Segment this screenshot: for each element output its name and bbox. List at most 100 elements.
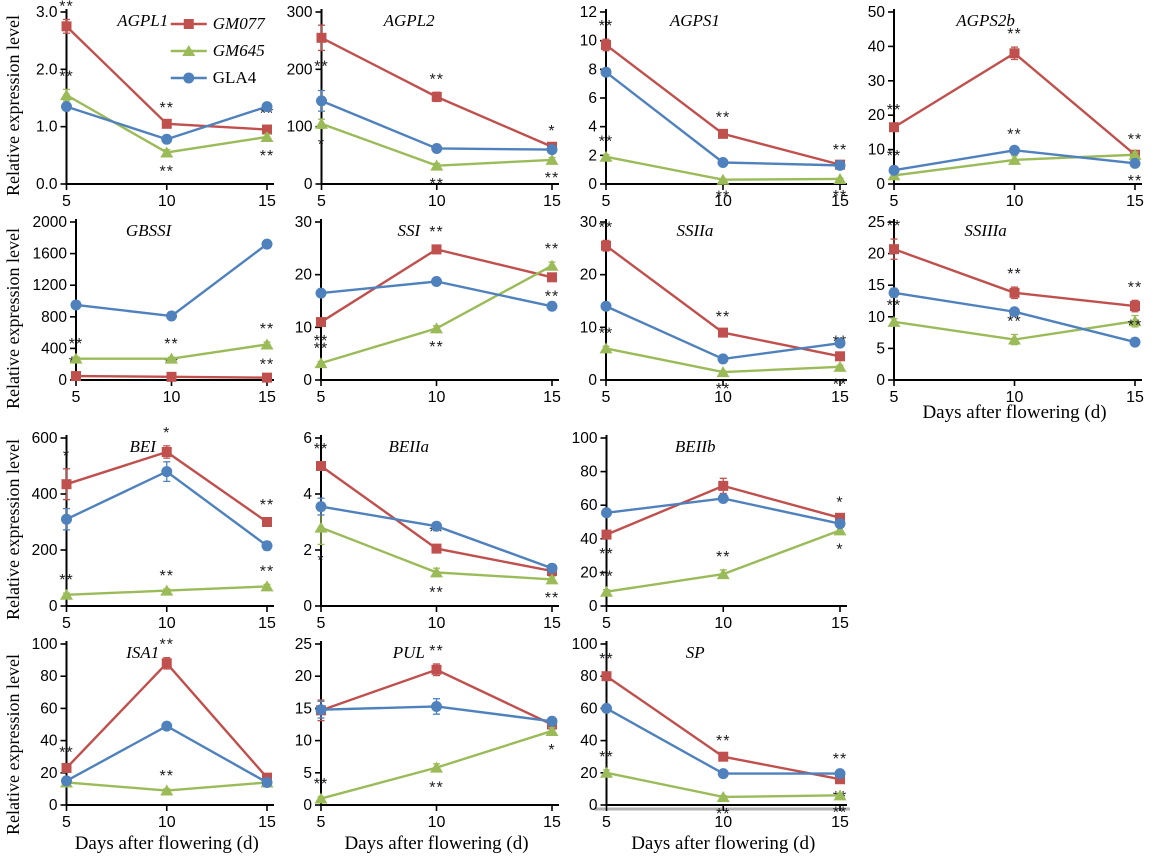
svg-text:Days after flowering (d): Days after flowering (d) xyxy=(344,833,528,854)
chart-ssi: 0 10 20 30 5 10 15 SSI ** ** ** ** ** ** xyxy=(281,210,566,426)
svg-text:20: 20 xyxy=(580,267,598,284)
svg-text:200: 200 xyxy=(32,542,58,559)
svg-text:0: 0 xyxy=(589,797,598,814)
svg-text:5: 5 xyxy=(317,193,326,210)
svg-text:15: 15 xyxy=(543,193,561,210)
svg-text:SSIIIa: SSIIIa xyxy=(964,221,1006,240)
svg-text:40: 40 xyxy=(40,733,58,750)
svg-text:Days after flowering (d): Days after flowering (d) xyxy=(922,402,1106,423)
svg-text:**: ** xyxy=(429,585,443,602)
svg-text:0: 0 xyxy=(303,372,312,389)
svg-text:15: 15 xyxy=(258,615,276,632)
svg-text:**: ** xyxy=(164,336,178,353)
svg-text:**: ** xyxy=(1007,266,1021,283)
svg-text:1.0: 1.0 xyxy=(36,119,58,136)
svg-text:10: 10 xyxy=(158,814,176,831)
svg-text:AGPS1: AGPS1 xyxy=(669,11,720,30)
svg-text:**: ** xyxy=(1128,132,1142,149)
svg-text:40: 40 xyxy=(868,38,886,55)
svg-text:0: 0 xyxy=(303,598,312,615)
empty-cell xyxy=(854,426,1149,632)
svg-text:15: 15 xyxy=(258,389,276,406)
svg-text:10: 10 xyxy=(295,319,313,336)
svg-text:**: ** xyxy=(545,288,559,305)
svg-text:PUL: PUL xyxy=(392,643,425,662)
svg-text:**: ** xyxy=(314,341,328,358)
svg-text:*: * xyxy=(317,552,324,569)
y-axis-title-col: Relative expression level xyxy=(0,632,26,857)
svg-text:**: ** xyxy=(833,142,847,159)
svg-text:**: ** xyxy=(260,148,274,165)
svg-text:*: * xyxy=(318,136,325,153)
svg-text:10: 10 xyxy=(428,193,446,210)
svg-text:**: ** xyxy=(59,745,73,762)
svg-text:15: 15 xyxy=(831,193,849,210)
svg-text:**: ** xyxy=(160,100,174,117)
svg-text:SP: SP xyxy=(686,643,705,662)
chart-isa1: 0 20 40 60 80 100 5 10 15 ISA1 Days after flowerin… xyxy=(26,632,281,857)
svg-text:20: 20 xyxy=(580,564,598,581)
svg-text:2.0: 2.0 xyxy=(36,61,58,78)
svg-text:5: 5 xyxy=(62,615,71,632)
svg-text:6: 6 xyxy=(588,90,597,107)
svg-text:60: 60 xyxy=(40,700,58,717)
svg-text:*: * xyxy=(548,742,555,759)
svg-text:GM645: GM645 xyxy=(213,41,265,60)
svg-text:5: 5 xyxy=(890,193,899,210)
svg-text:**: ** xyxy=(430,176,444,193)
chart-agps2b: 0 10 20 30 40 50 5 10 15 AGPS2b ** ** ** ** ** ** xyxy=(854,0,1149,210)
svg-text:10: 10 xyxy=(868,142,886,159)
svg-text:SSI: SSI xyxy=(397,221,421,240)
svg-text:10: 10 xyxy=(428,615,446,632)
svg-text:**: ** xyxy=(1007,26,1021,43)
svg-text:80: 80 xyxy=(580,668,598,685)
svg-text:10: 10 xyxy=(158,615,176,632)
svg-text:**: ** xyxy=(1128,317,1142,334)
figure-row-3: Relative expression level 0 200 400 600 5 10 1… xyxy=(0,425,1157,632)
svg-text:15: 15 xyxy=(258,193,276,210)
svg-text:15: 15 xyxy=(868,277,885,294)
svg-text:0: 0 xyxy=(588,372,597,389)
svg-text:15: 15 xyxy=(258,814,276,831)
figure-row-4: Relative expression level 0 20 40 60 80 100 5 1… xyxy=(0,632,1157,857)
svg-text:**: ** xyxy=(716,188,730,205)
svg-text:200: 200 xyxy=(287,61,313,78)
svg-text:0.0: 0.0 xyxy=(36,176,58,193)
svg-text:**: ** xyxy=(716,806,730,823)
svg-text:10: 10 xyxy=(295,733,313,750)
chart-pul: 0 5 10 15 20 25 5 10 15 PUL Days after flowering (… xyxy=(281,632,566,857)
svg-text:15: 15 xyxy=(831,814,849,831)
svg-text:100: 100 xyxy=(32,636,58,653)
svg-text:5: 5 xyxy=(876,340,885,357)
svg-text:10: 10 xyxy=(428,389,446,406)
svg-text:15: 15 xyxy=(831,389,849,406)
svg-text:5: 5 xyxy=(317,615,326,632)
y-axis-label: Relative expression level xyxy=(2,654,23,835)
svg-text:1200: 1200 xyxy=(33,277,68,294)
svg-text:**: ** xyxy=(160,768,174,785)
svg-text:600: 600 xyxy=(32,430,58,447)
chart-svg-isa1: 0 20 40 60 80 100 5 10 15 ISA1 Days after flowerin… xyxy=(32,636,276,854)
svg-text:3.0: 3.0 xyxy=(36,4,58,21)
svg-text:8: 8 xyxy=(588,61,597,78)
svg-text:AGPS2b: AGPS2b xyxy=(955,11,1015,30)
svg-text:2: 2 xyxy=(588,147,597,164)
svg-text:**: ** xyxy=(833,376,847,393)
svg-text:40: 40 xyxy=(580,733,598,750)
svg-text:**: ** xyxy=(833,805,847,822)
svg-text:10: 10 xyxy=(163,389,181,406)
svg-text:BEI: BEI xyxy=(129,437,157,456)
svg-text:10: 10 xyxy=(158,193,176,210)
svg-text:BEIIb: BEIIb xyxy=(675,437,716,456)
svg-text:10: 10 xyxy=(714,814,732,831)
empty-cell xyxy=(854,632,1149,857)
figure-row-2: Relative expression level 0 400 800 1200 160… xyxy=(0,210,1157,426)
chart-svg-gbssi: 040080012001600200051015GBSSI***********… xyxy=(33,214,276,406)
